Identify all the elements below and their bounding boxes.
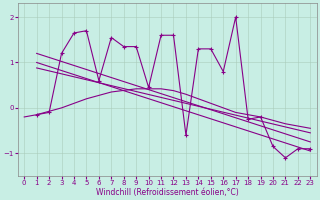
X-axis label: Windchill (Refroidissement éolien,°C): Windchill (Refroidissement éolien,°C)	[96, 188, 239, 197]
